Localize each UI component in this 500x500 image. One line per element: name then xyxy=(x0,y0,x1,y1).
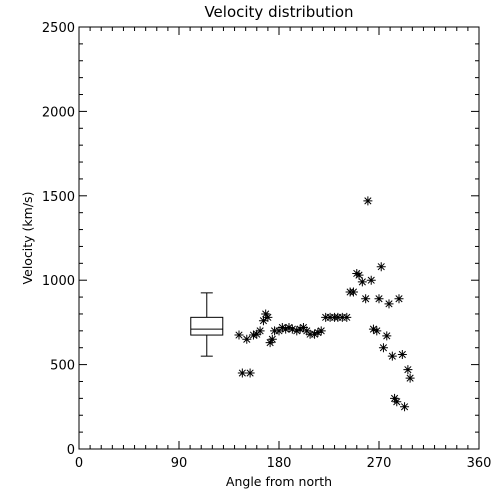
data-point xyxy=(248,330,258,340)
y-axis: 0 500 1000 1500 2000 2500 xyxy=(42,21,479,458)
data-point xyxy=(363,196,373,206)
data-point xyxy=(277,322,287,332)
y-tick-label: 500 xyxy=(50,359,75,374)
x-tick-label: 360 xyxy=(467,456,492,471)
data-point xyxy=(378,343,388,353)
data-point xyxy=(397,349,407,359)
data-point xyxy=(310,329,320,339)
boxplot xyxy=(190,292,224,357)
data-point xyxy=(263,312,273,322)
x-tick-label: 90 xyxy=(171,456,188,471)
data-point xyxy=(405,373,415,383)
x-axis: 0 90 180 270 360 xyxy=(75,27,492,471)
data-point xyxy=(390,393,400,403)
data-point xyxy=(302,326,312,336)
data-point xyxy=(281,324,291,334)
data-point xyxy=(287,324,297,334)
data-point xyxy=(392,397,402,407)
data-point xyxy=(387,351,397,361)
data-point xyxy=(361,294,371,304)
box-iqr xyxy=(190,316,224,336)
chart-title: Velocity distribution xyxy=(204,3,353,21)
data-point xyxy=(237,368,247,378)
x-tick-label: 180 xyxy=(267,456,292,471)
x-tick-label: 270 xyxy=(367,456,392,471)
data-point xyxy=(261,309,271,319)
data-point xyxy=(265,338,275,348)
data-points xyxy=(234,196,415,412)
data-point xyxy=(298,322,308,332)
data-point xyxy=(255,326,265,336)
data-point xyxy=(292,326,302,336)
data-point xyxy=(384,299,394,309)
data-point xyxy=(234,330,244,340)
data-point xyxy=(295,324,305,334)
data-point xyxy=(258,316,268,326)
y-tick-label: 0 xyxy=(67,443,75,458)
y-tick-label: 1500 xyxy=(42,190,75,205)
data-point xyxy=(354,270,364,280)
y-axis-label: Velocity (km/s) xyxy=(20,192,35,285)
data-point xyxy=(252,329,262,339)
data-point xyxy=(368,324,378,334)
data-point xyxy=(357,277,367,287)
data-point xyxy=(366,275,376,285)
y-tick-label: 1000 xyxy=(42,274,75,289)
y-tick-label: 2000 xyxy=(42,105,75,120)
data-point xyxy=(372,326,382,336)
data-point xyxy=(274,326,284,336)
data-point xyxy=(376,262,386,272)
data-point xyxy=(316,326,326,336)
data-point xyxy=(374,294,384,304)
data-point xyxy=(394,294,404,304)
data-point xyxy=(400,402,410,412)
data-point xyxy=(284,322,294,332)
data-point xyxy=(403,365,413,375)
data-point xyxy=(313,328,323,338)
data-point xyxy=(242,334,252,344)
data-point xyxy=(382,331,392,341)
data-point xyxy=(342,312,352,322)
data-point xyxy=(245,368,255,378)
data-point xyxy=(267,334,277,344)
plot-frame xyxy=(78,26,480,450)
x-axis-label: Angle from north xyxy=(226,474,332,489)
data-point xyxy=(348,287,358,297)
y-tick-label: 2500 xyxy=(42,21,75,36)
x-tick-label: 0 xyxy=(75,456,83,471)
